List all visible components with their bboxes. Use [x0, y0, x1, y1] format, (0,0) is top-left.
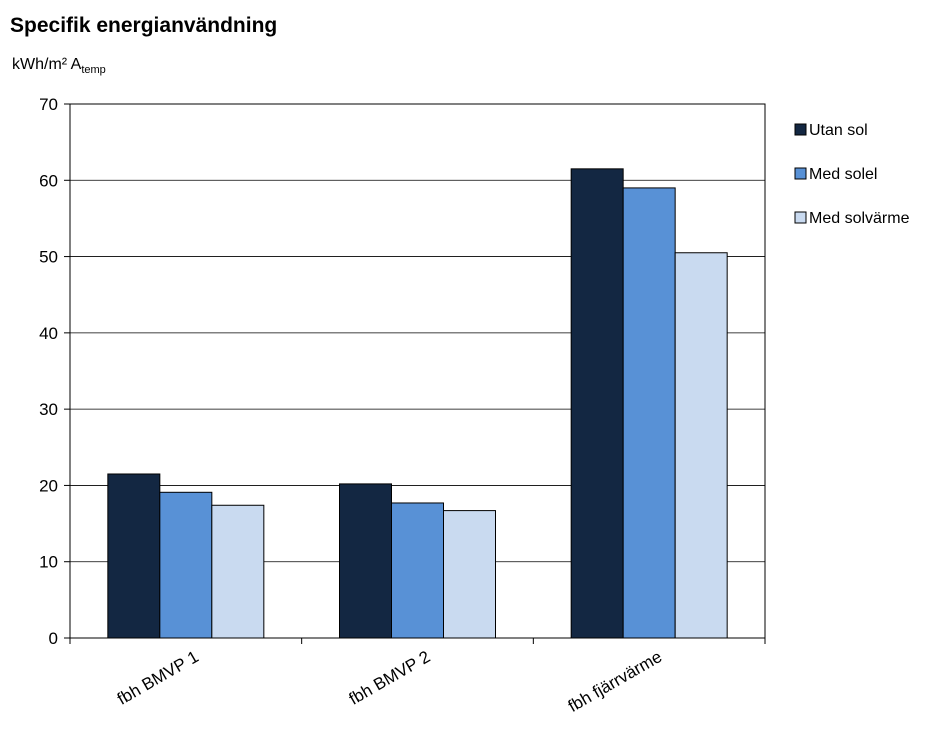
- x-category-label: fbh fjärrvärme: [565, 647, 665, 716]
- chart-title: Specifik energianvändning: [10, 14, 278, 37]
- y-tick-label: 40: [39, 324, 58, 343]
- bar-utan-sol: [107, 473, 161, 639]
- legend-label: Utan sol: [809, 122, 868, 139]
- x-category-label: fbh BMVP 2: [346, 647, 434, 709]
- y-axis-unit-subscript: temp: [81, 64, 106, 76]
- y-tick-label: 50: [39, 248, 58, 267]
- legend-swatch: [794, 123, 807, 136]
- bar-utan-sol: [570, 168, 624, 639]
- y-tick-label: 0: [49, 629, 58, 648]
- legend-label: Med solvärme: [809, 210, 910, 227]
- bar-med-solel: [622, 187, 676, 639]
- bar-utan-sol: [339, 483, 392, 639]
- legend-label: Med solel: [809, 166, 877, 183]
- legend-swatch: [794, 167, 807, 180]
- bar-med-solvärme: [674, 252, 728, 639]
- x-category-label: fbh BMVP 1: [114, 647, 202, 709]
- y-tick-label: 70: [39, 95, 58, 114]
- legend-swatch: [794, 211, 807, 224]
- y-tick-label: 20: [39, 476, 58, 495]
- bar-med-solvärme: [211, 504, 265, 639]
- y-axis-unit-text: kWh/m² A: [12, 56, 82, 73]
- bar-med-solel: [391, 502, 444, 639]
- y-tick-label: 10: [39, 553, 58, 572]
- y-axis-unit-label: kWh/m² Atemp: [12, 56, 106, 76]
- bar-med-solvärme: [443, 510, 496, 639]
- y-tick-label: 60: [39, 171, 58, 190]
- bars: [107, 168, 728, 639]
- legend: Utan sol Med solel Med solvärme: [794, 122, 910, 227]
- bar-med-solel: [159, 491, 213, 639]
- plot-border: [69, 103, 766, 639]
- y-tick-label: 30: [39, 400, 58, 419]
